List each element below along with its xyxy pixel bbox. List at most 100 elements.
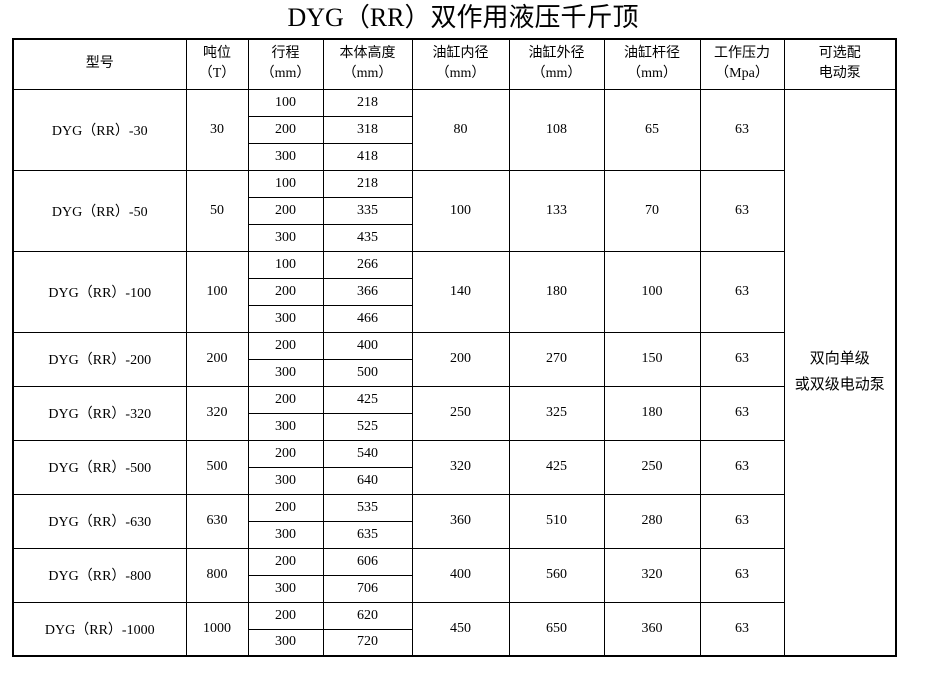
stroke-cell: 200 bbox=[247, 601, 324, 630]
table-row: 300 466 bbox=[13, 304, 896, 333]
rod-diameter-cell: 280 bbox=[603, 493, 701, 549]
col-header-unit: （Mpa） bbox=[715, 66, 769, 82]
col-header-unit: （mm） bbox=[260, 66, 311, 82]
stroke-cell: 300 bbox=[247, 466, 324, 495]
working-pressure-cell: 63 bbox=[699, 439, 785, 495]
col-header-unit: （mm） bbox=[531, 66, 582, 82]
table-row: DYG（RR）-320 320 200 425 250 325 180 63 bbox=[12, 385, 896, 441]
table-row: 300 418 bbox=[13, 142, 896, 171]
table-row: 300 500 bbox=[13, 358, 896, 387]
stroke-cell: 300 bbox=[247, 520, 324, 549]
cylinder-bore-cell: 80 bbox=[411, 88, 510, 171]
cylinder-bore-cell: 250 bbox=[411, 385, 510, 441]
tonnage-cell: 500 bbox=[185, 439, 249, 495]
table-row: DYG（RR）-200 200 200 400 200 270 150 63 bbox=[12, 331, 896, 387]
body-height-cell: 435 bbox=[322, 223, 413, 252]
table-row: DYG（RR）-800 800 200 606 400 560 320 63 bbox=[12, 547, 896, 603]
col-header-label: 吨位 bbox=[203, 46, 231, 62]
tonnage-cell: 50 bbox=[185, 169, 249, 252]
col-header-unit: 电动泵 bbox=[818, 66, 861, 82]
working-pressure-cell: 63 bbox=[699, 88, 785, 171]
body-height-cell: 400 bbox=[322, 331, 413, 360]
cylinder-outer-cell: 510 bbox=[508, 493, 605, 549]
body-height-cell: 366 bbox=[322, 277, 413, 306]
cylinder-bore-cell: 360 bbox=[411, 493, 510, 549]
col-header-label: 工作压力 bbox=[714, 46, 770, 62]
stroke-cell: 200 bbox=[247, 547, 324, 576]
page-title: DYG（RR）双作用液压千斤顶 bbox=[287, 3, 639, 32]
working-pressure-cell: 63 bbox=[699, 331, 785, 387]
col-header-stroke: 行程 （mm） bbox=[247, 38, 324, 90]
table-row: DYG（RR）-50 50 100 218 100 133 70 63 bbox=[12, 169, 896, 252]
cylinder-bore-cell: 320 bbox=[411, 439, 510, 495]
body-height-cell: 266 bbox=[322, 250, 413, 279]
cylinder-bore-cell: 140 bbox=[411, 250, 510, 333]
col-header-optional-pump: 可选配 电动泵 bbox=[783, 38, 897, 90]
working-pressure-cell: 63 bbox=[699, 169, 785, 252]
body-height-cell: 635 bbox=[322, 520, 413, 549]
cylinder-bore-cell: 200 bbox=[411, 331, 510, 387]
col-header-unit: （mm） bbox=[627, 66, 677, 82]
body-height-cell: 706 bbox=[322, 574, 413, 603]
model-cell: DYG（RR）-320 bbox=[12, 385, 187, 441]
working-pressure-cell: 63 bbox=[699, 601, 785, 657]
stroke-cell: 300 bbox=[247, 142, 324, 171]
stroke-cell: 200 bbox=[247, 331, 324, 360]
rod-diameter-cell: 360 bbox=[603, 601, 701, 657]
col-header-label: 油缸内径 bbox=[432, 46, 489, 62]
col-header-label: 行程 bbox=[271, 46, 300, 62]
col-header-model: 型号 bbox=[12, 38, 187, 90]
cylinder-bore-cell: 100 bbox=[411, 169, 510, 252]
table-body: DYG（RR）-30 30 100 218 80 108 65 63 双向单级 或双级电动泵 200… bbox=[12, 88, 897, 657]
tonnage-cell: 320 bbox=[185, 385, 249, 441]
tonnage-cell: 1000 bbox=[185, 601, 249, 657]
stroke-cell: 200 bbox=[247, 385, 324, 414]
rod-diameter-cell: 100 bbox=[603, 250, 701, 333]
body-height-cell: 425 bbox=[322, 385, 413, 414]
stroke-cell: 300 bbox=[247, 223, 324, 252]
stroke-cell: 200 bbox=[247, 439, 324, 468]
col-header-label: 型号 bbox=[85, 56, 114, 72]
model-cell: DYG（RR）-30 bbox=[12, 88, 187, 171]
tonnage-cell: 800 bbox=[185, 547, 249, 603]
body-height-cell: 620 bbox=[322, 601, 413, 630]
table-row: DYG（RR）-30 30 100 218 80 108 65 63 双向单级 或双级电动泵 bbox=[12, 88, 897, 657]
table-row: DYG（RR）-630 630 200 535 360 510 280 63 bbox=[12, 493, 896, 549]
table-row: 300 720 bbox=[13, 628, 896, 657]
col-header-cylinder-outer: 油缸外径 （mm） bbox=[508, 38, 605, 90]
model-cell: DYG（RR）-200 bbox=[12, 331, 187, 387]
cylinder-outer-cell: 108 bbox=[508, 88, 605, 171]
col-header-body-height: 本体高度 （mm） bbox=[322, 38, 413, 90]
table-row: DYG（RR）-1000 1000 200 620 450 650 360 63 bbox=[12, 601, 896, 657]
col-header-label: 本体高度 bbox=[339, 46, 396, 62]
stroke-cell: 300 bbox=[247, 628, 324, 657]
stroke-cell: 100 bbox=[247, 169, 324, 198]
stroke-cell: 200 bbox=[247, 115, 324, 144]
body-height-cell: 525 bbox=[322, 412, 413, 441]
rod-diameter-cell: 180 bbox=[603, 385, 701, 441]
body-height-cell: 720 bbox=[322, 628, 413, 657]
body-height-cell: 318 bbox=[322, 115, 413, 144]
cylinder-outer-cell: 425 bbox=[508, 439, 605, 495]
col-header-cylinder-bore: 油缸内径 （mm） bbox=[411, 38, 510, 90]
table-row: 300 635 bbox=[13, 520, 896, 549]
body-height-cell: 218 bbox=[322, 169, 413, 198]
table-header-row: 型号 吨位 （T） 行程 （mm） 本体高度 （mm） 油缸内径 （mm） 油缸… bbox=[12, 38, 897, 90]
stroke-cell: 300 bbox=[247, 574, 324, 603]
rod-diameter-cell: 320 bbox=[603, 547, 701, 603]
col-header-unit: （mm） bbox=[342, 66, 393, 82]
rod-diameter-cell: 150 bbox=[603, 331, 701, 387]
table-row: 200 318 bbox=[13, 115, 896, 144]
col-header-label: 可选配 bbox=[818, 46, 861, 62]
body-height-cell: 640 bbox=[322, 466, 413, 495]
col-header-label: 油缸外径 bbox=[528, 46, 585, 62]
stroke-cell: 200 bbox=[247, 277, 324, 306]
col-header-rod-diameter: 油缸杆径 （mm） bbox=[603, 38, 701, 90]
pump-option-line2: 或双级电动泵 bbox=[794, 377, 885, 394]
tonnage-cell: 30 bbox=[185, 88, 249, 171]
working-pressure-cell: 63 bbox=[699, 385, 785, 441]
working-pressure-cell: 63 bbox=[699, 250, 785, 333]
pump-option-line1: 双向单级 bbox=[809, 351, 870, 368]
stroke-cell: 100 bbox=[247, 88, 324, 117]
rod-diameter-cell: 65 bbox=[603, 88, 701, 171]
